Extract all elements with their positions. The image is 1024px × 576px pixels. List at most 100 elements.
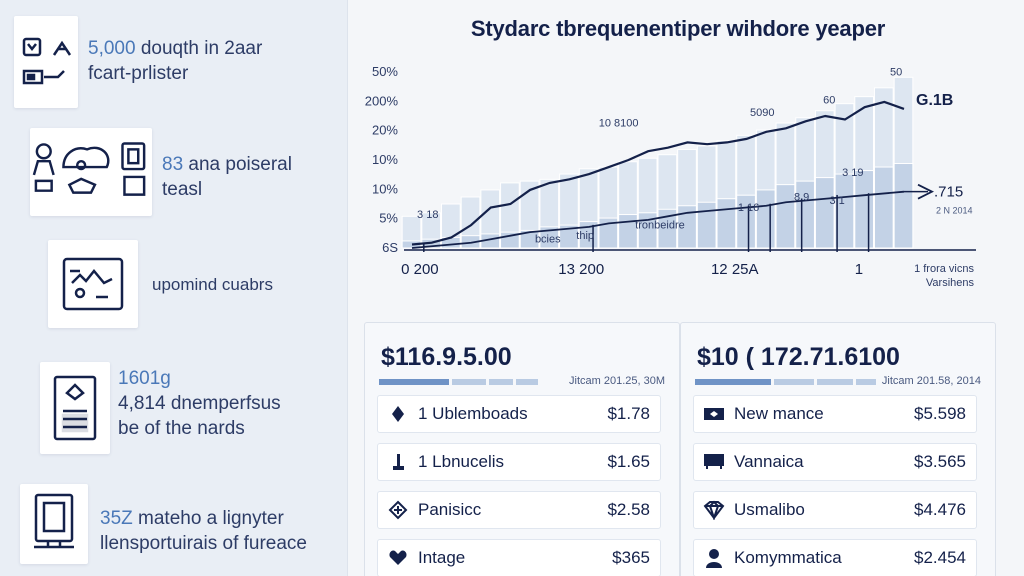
lower-bar [834,173,855,249]
price-panel-1: $116.9.5.00 Jitcam 201.25, 30M 1 Ublembo… [364,322,680,576]
sidebar-item-3-icon-card[interactable] [48,240,138,328]
panel-2-row-4-price: $2.454 [914,548,966,567]
chart-title: Stydarc tbrequenentiper wihdore yeaper [470,16,886,41]
sidebar-item-2-text: 83 ana poiseral teasl [162,152,292,202]
series-line-2 [411,190,905,249]
y-tick-label: 6S [382,240,398,255]
panel-2-row-3-name: Usmalibo [734,500,805,519]
panel-2-row-2-price: $3.565 [914,452,966,471]
panel-1-row-2[interactable]: 1 Lbnucelis $1.65 [377,443,661,481]
sidebar-item-1-line2: fcart-prlister [88,63,189,84]
document-icon [53,375,97,441]
panel-1-row-3-price: $2.58 [607,500,650,519]
pin-icon [393,454,404,470]
lower-bar [795,180,815,249]
sidebar-item-4-text: 1601g 4,814 dnemperfsus be of the nards [118,366,281,441]
x-tick-label: 1 [855,261,863,278]
legend-note: 1 frora vicns [914,263,974,275]
panel-1-date: Jitcam 201.25, 30M [569,375,665,387]
sidebar-item-5-line2: llensportuirais of fureace [100,533,307,554]
cart-icon [704,454,724,469]
sidebar-item-4-number: 1601g [118,368,171,389]
diamond-icon [392,406,404,422]
panel-1-row-4-price: $365 [612,548,650,567]
lower-bar [755,189,776,249]
sidebar-item-5-number: 35Z [100,508,133,529]
sidebar-item-5-text: 35Z mateho a lignyter llensportuirais of… [100,506,307,556]
sidebar-item-4-line2: 4,814 dnemperfsus [118,393,281,414]
target-icon [62,146,110,171]
data-label: tronbeidre [635,220,685,232]
lower-bar [519,229,540,249]
series-1-label: G.1B [916,92,953,109]
y-tick-label: 50% [372,64,398,79]
y-tick-label: 10% [372,181,398,196]
panel-2-progress-bars [695,379,876,385]
sidebar-item-2-number: 83 [162,154,184,175]
sidebar-item-1-icon-card[interactable] [14,16,78,108]
panel-2-row-2[interactable]: Vannaica $3.565 [693,443,977,481]
x-tick-label: 0 200 [401,261,439,278]
lower-bar [893,163,914,249]
sidebar-item-1-line1: douqth in 2aar [135,38,263,59]
sidebar: 5,000 douqth in 2aar fcart-prlister 83 a… [0,0,348,576]
series-2-label: .715 [934,184,963,201]
lower-bar [677,205,697,249]
panel-2-row-1[interactable]: New mance $5.598 [693,395,977,433]
panel-1-row-3[interactable]: Panisicc $2.58 [377,491,661,529]
sidebar-item-4-icon-card[interactable] [40,362,110,454]
lower-bar [716,198,737,249]
data-label: 10 8100 [599,118,639,130]
user-icon [706,549,722,568]
panel-2-heading: $10 ( 172.71.6100 [697,343,900,371]
heart-icon [389,550,407,565]
monitor-icon [34,493,74,549]
panel-2-row-1-price: $5.598 [914,404,966,423]
panel-2-row-2-name: Vannaica [734,452,804,471]
panel-1-row-4[interactable]: Intage $365 [377,539,661,576]
chart-area: Stydarc tbrequenentiper wihdore yeaper 5… [348,0,1024,300]
lower-bar [598,217,619,249]
data-label: bcies [535,234,561,246]
y-tick-label: 10% [372,152,398,167]
panel-2-row-4[interactable]: Komymmatica $2.454 [693,539,977,576]
sidebar-item-5-icon-card[interactable] [20,484,88,564]
panel-1-row-3-name: Panisicc [418,500,482,519]
sidebar-item-3-line1: upomind cuabrs [152,275,273,294]
panel-1-heading: $116.9.5.00 [381,343,512,371]
sidebar-item-2-line1: ana poiseral [183,154,292,175]
sidebar-item-2-icon-card[interactable] [30,128,152,216]
people-icon [32,143,55,192]
series-2-note: 2 N 2014 [936,206,973,216]
y-tick-label: 200% [365,93,399,108]
lower-bar [873,166,894,249]
data-label: 1 16 [738,202,759,214]
data-label: 3 1 [829,195,844,207]
sidebar-item-1-text: 5,000 douqth in 2aar fcart-prlister [88,36,262,86]
panel-2-date: Jitcam 201.58, 2014 [881,375,981,387]
flag-icon [52,40,72,56]
lower-bar [539,226,560,249]
badge-icon [704,408,724,420]
panel-2-row-4-name: Komymmatica [734,548,842,567]
panel-1-row-2-price: $1.65 [607,452,650,471]
panel-2-row-3-price: $4.476 [914,500,966,519]
data-label: 5090 [750,107,774,119]
lower-bar [814,177,835,249]
x-tick-label: 12 25A [711,261,759,278]
caret-icon [22,69,65,85]
lower-bar [559,224,579,249]
data-label: 60 [823,95,835,107]
data-label: 3 18 [417,209,438,221]
series-line-1 [411,100,905,246]
map-icon [62,257,124,311]
panel-1-row-1[interactable]: 1 Ublemboads $1.78 [377,395,661,433]
data-label: thip [576,230,594,242]
panel-2-row-1-name: New mance [734,404,824,423]
panel-2-row-3[interactable]: Usmalibo $4.476 [693,491,977,529]
price-panel-2: $10 ( 172.71.6100 Jitcam 201.58, 2014 Ne… [680,322,996,576]
sidebar-item-2-line2: teasl [162,179,203,200]
data-label: 50 [890,67,902,79]
y-tick-label: 5% [379,211,398,226]
legend-note: Varsihens [926,277,975,289]
